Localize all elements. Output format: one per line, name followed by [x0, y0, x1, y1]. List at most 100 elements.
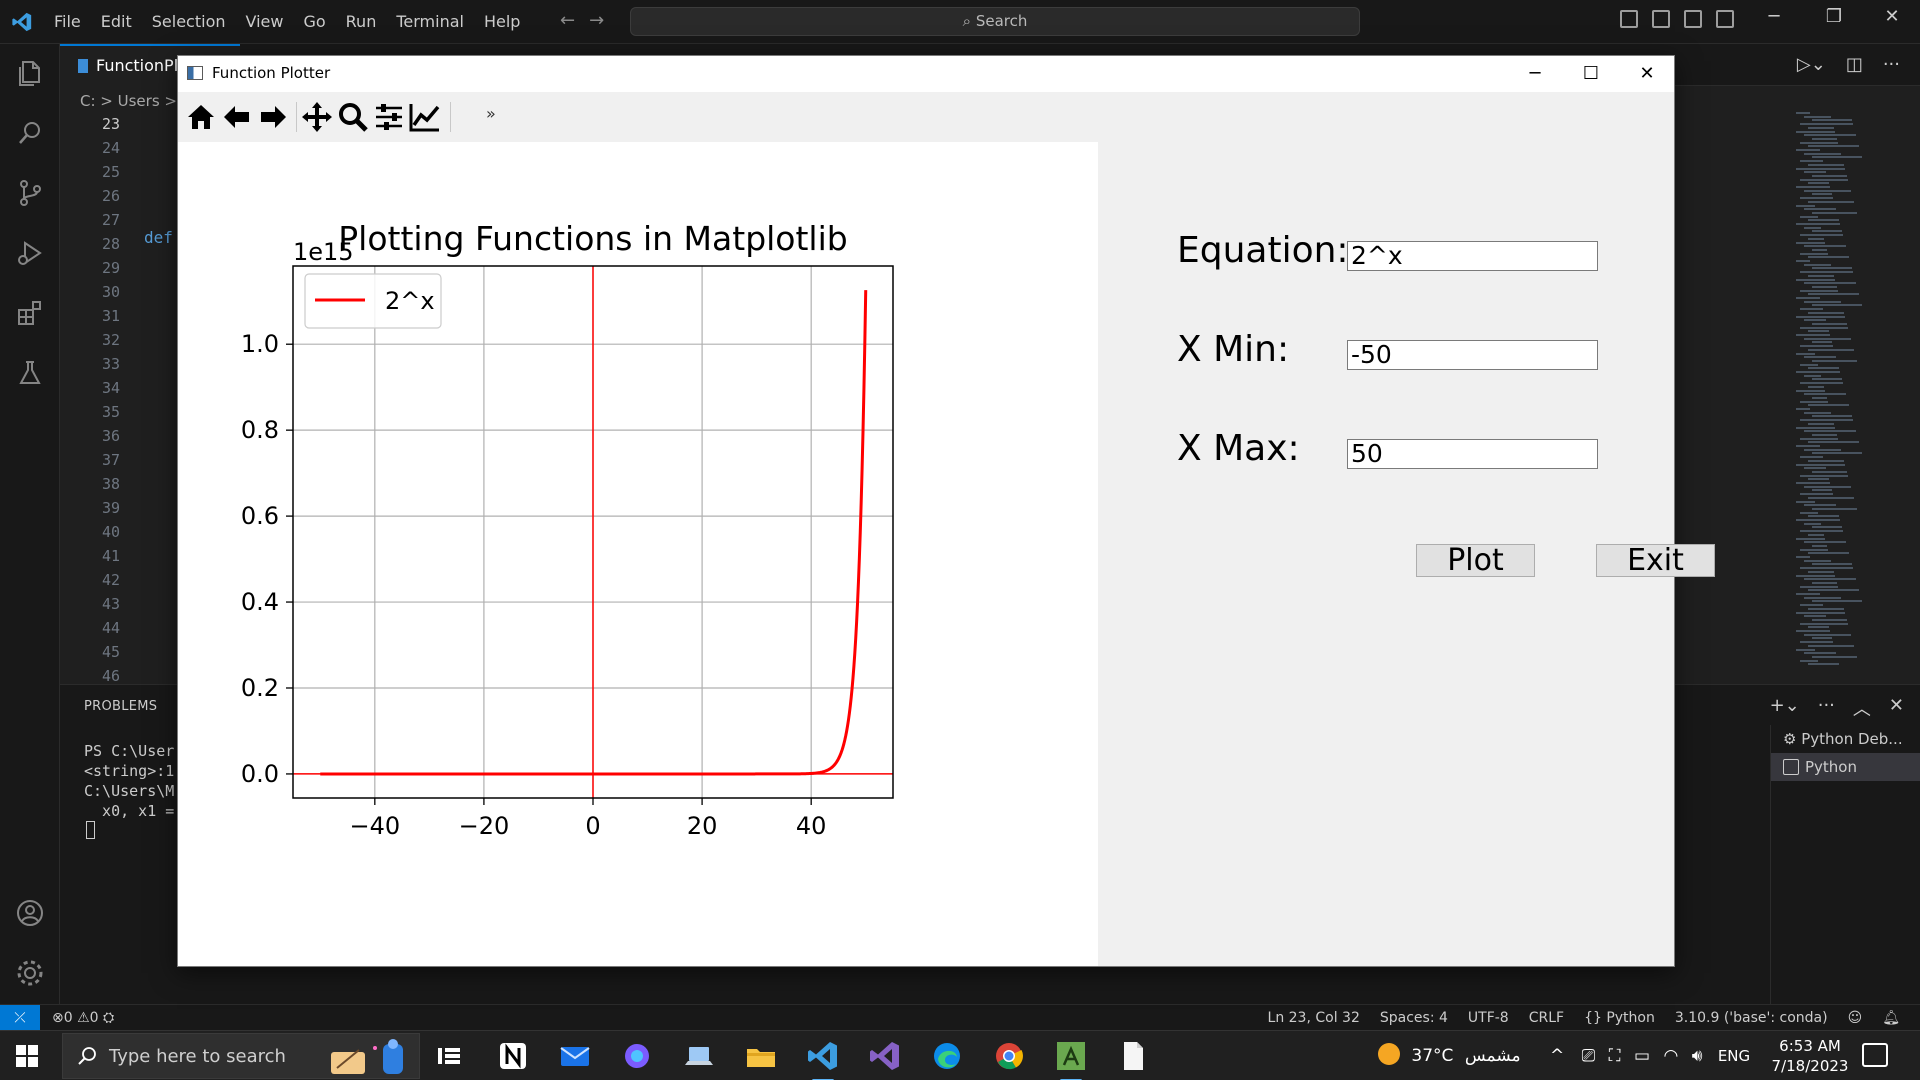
ports-icon[interactable]: ⛭: [103, 1010, 115, 1026]
minimap-line: [1796, 611, 1845, 614]
more-actions-icon[interactable]: ···: [1882, 54, 1900, 75]
problems-status[interactable]: ⊗0 ⚠0 ⛭: [52, 1005, 114, 1031]
line-number: 40: [101, 523, 120, 541]
x-max-input[interactable]: 50: [1347, 439, 1598, 469]
more-actions-icon[interactable]: ···: [1817, 695, 1835, 716]
menu-run[interactable]: Run: [345, 12, 377, 31]
laptop-icon[interactable]: [682, 1039, 716, 1073]
wifi-icon[interactable]: ◠: [1663, 1046, 1679, 1066]
mail-icon[interactable]: [558, 1039, 592, 1073]
breadcrumb[interactable]: C: > Users >: [80, 92, 177, 110]
x-min-input[interactable]: -50: [1347, 340, 1598, 370]
plotter-titlebar[interactable]: Function Plotter ─ ☐ ✕: [178, 56, 1674, 92]
menu-view[interactable]: View: [245, 12, 284, 31]
menu-terminal[interactable]: Terminal: [396, 12, 464, 31]
maximize-button[interactable]: ☐: [1582, 63, 1600, 84]
terminal-item-python[interactable]: Python: [1771, 753, 1920, 781]
testing-icon[interactable]: [15, 358, 45, 388]
settings-gear-icon[interactable]: [15, 958, 45, 988]
encoding[interactable]: UTF-8: [1467, 1010, 1509, 1026]
volume-icon[interactable]: 🔊︎: [1691, 1046, 1703, 1066]
menu-selection[interactable]: Selection: [151, 12, 226, 31]
close-panel-icon[interactable]: ✕: [1888, 695, 1904, 716]
indentation[interactable]: Spaces: 4: [1379, 1010, 1448, 1026]
cursor-position[interactable]: Ln 23, Col 32: [1267, 1010, 1360, 1026]
pan-icon[interactable]: [300, 100, 334, 134]
customize-layout-icon[interactable]: [1716, 10, 1734, 28]
file-explorer-icon[interactable]: [744, 1039, 778, 1073]
remote-indicator-icon[interactable]: ⤫: [0, 1005, 40, 1031]
maximize-panel-icon[interactable]: ︿: [1852, 699, 1871, 720]
menu-go[interactable]: Go: [303, 12, 326, 31]
vscode-icon[interactable]: [806, 1039, 840, 1080]
taskbar-search-box[interactable]: Type here to search: [62, 1033, 420, 1079]
run-file-icon[interactable]: ▷⌄: [1796, 54, 1826, 75]
toggle-sidebar-icon[interactable]: [1620, 10, 1638, 28]
restore-button[interactable]: ❐: [1825, 6, 1843, 27]
equation-input[interactable]: 2^x: [1347, 241, 1598, 271]
close-button[interactable]: ✕: [1639, 63, 1655, 84]
run-debug-icon[interactable]: [15, 238, 45, 268]
edge-icon[interactable]: [930, 1039, 964, 1073]
input-language[interactable]: ENG: [1717, 1047, 1751, 1065]
zoom-icon[interactable]: [336, 100, 370, 134]
chevron-up-icon[interactable]: ^: [1550, 1046, 1565, 1066]
menu-edit[interactable]: Edit: [100, 12, 132, 31]
command-center-search[interactable]: ⌕ Search: [630, 7, 1360, 36]
source-control-icon[interactable]: [15, 178, 45, 208]
notifications-bell-icon[interactable]: 🔔︎: [1882, 1010, 1900, 1026]
back-arrow-icon[interactable]: [220, 100, 254, 134]
minimap-line: [1808, 385, 1824, 388]
screen-capture-icon[interactable]: ⛶: [1608, 1046, 1621, 1066]
minimap[interactable]: [1790, 112, 1890, 682]
language-mode[interactable]: {} Python: [1584, 1005, 1655, 1031]
battery-icon[interactable]: ▭: [1633, 1046, 1651, 1066]
meet-now-icon[interactable]: ⎚: [1581, 1046, 1596, 1066]
plot-canvas[interactable]: −40 −20 0 20 40 0.0 0.2 0.4 0.6 0.8 1.0 Plotting F…: [178, 142, 1098, 966]
toggle-panel-icon[interactable]: [1652, 10, 1670, 28]
edit-axis-icon[interactable]: [408, 100, 442, 134]
weather-widget[interactable]: 37°C مشمس: [1378, 1031, 1521, 1080]
taskbar-clock[interactable]: 6:53 AM 7/18/2023: [1760, 1036, 1860, 1076]
visual-studio-icon[interactable]: [868, 1039, 902, 1073]
search-icon[interactable]: [15, 118, 45, 148]
forward-arrow-icon[interactable]: →: [589, 10, 605, 31]
code-keyword[interactable]: def: [144, 228, 173, 247]
terminal-item-python-debug[interactable]: ⚙ Python Deb...: [1771, 725, 1920, 753]
close-button[interactable]: ✕: [1884, 6, 1900, 27]
python-app-icon[interactable]: [1054, 1039, 1088, 1080]
home-icon[interactable]: [184, 100, 218, 134]
toolbar-overflow-icon[interactable]: »: [486, 104, 496, 123]
minimize-button[interactable]: ─: [1529, 63, 1541, 84]
toggle-secondary-sidebar-icon[interactable]: [1684, 10, 1702, 28]
accounts-icon[interactable]: [15, 898, 45, 928]
extensions-icon[interactable]: [15, 298, 45, 328]
python-interpreter[interactable]: 3.10.9 ('base': conda): [1674, 1010, 1828, 1026]
copilot-icon[interactable]: [620, 1039, 654, 1073]
plot-button[interactable]: Plot: [1416, 544, 1535, 577]
new-terminal-icon[interactable]: +⌄: [1769, 695, 1800, 716]
end-of-line[interactable]: CRLF: [1528, 1010, 1565, 1026]
notion-icon[interactable]: [496, 1039, 530, 1073]
split-editor-icon[interactable]: ◫: [1845, 54, 1863, 75]
back-arrow-icon[interactable]: ←: [560, 10, 576, 31]
menu-file[interactable]: File: [54, 12, 81, 31]
line-number: 29: [101, 259, 120, 277]
task-view-icon[interactable]: [432, 1039, 466, 1073]
menu-help[interactable]: Help: [483, 12, 521, 31]
explorer-icon[interactable]: [15, 58, 45, 88]
chrome-icon[interactable]: [992, 1039, 1026, 1073]
tab-problems[interactable]: PROBLEMS: [84, 699, 158, 714]
notification-center-icon[interactable]: [1862, 1043, 1888, 1067]
windows-start-icon[interactable]: [16, 1045, 38, 1067]
minimap-line: [1800, 141, 1838, 144]
terminal-output[interactable]: PS C:\User <string>:1 C:\Users\M x0, x1 =: [84, 741, 174, 841]
blank-file-icon[interactable]: [1116, 1039, 1150, 1073]
toolbar-separator: [450, 102, 451, 132]
exit-button[interactable]: Exit: [1596, 544, 1715, 577]
minimize-button[interactable]: ─: [1768, 6, 1780, 27]
forward-arrow-icon[interactable]: [256, 100, 290, 134]
feedback-icon[interactable]: ☺: [1847, 1010, 1863, 1026]
minimap-line: [1800, 234, 1843, 237]
subplots-config-icon[interactable]: [372, 100, 406, 134]
